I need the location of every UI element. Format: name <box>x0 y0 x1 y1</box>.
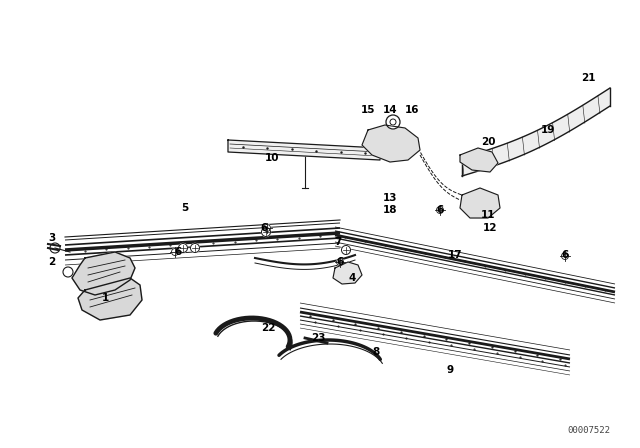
Text: 19: 19 <box>541 125 555 135</box>
Circle shape <box>337 258 344 266</box>
Circle shape <box>342 246 351 254</box>
Polygon shape <box>460 148 498 172</box>
Text: 00007522: 00007522 <box>567 426 610 435</box>
Circle shape <box>390 119 396 125</box>
Text: 12: 12 <box>483 223 497 233</box>
Polygon shape <box>460 188 500 218</box>
Text: 6: 6 <box>436 205 444 215</box>
Text: 14: 14 <box>383 105 397 115</box>
Circle shape <box>63 267 73 277</box>
Circle shape <box>262 228 271 237</box>
Polygon shape <box>72 252 135 295</box>
Text: 17: 17 <box>448 250 462 260</box>
Text: 10: 10 <box>265 153 279 163</box>
Polygon shape <box>362 125 420 162</box>
Circle shape <box>561 253 568 259</box>
Text: 6: 6 <box>174 247 182 257</box>
Circle shape <box>436 207 444 214</box>
Text: 4: 4 <box>348 273 356 283</box>
Text: 21: 21 <box>580 73 595 83</box>
Text: 9: 9 <box>447 365 454 375</box>
Text: 3: 3 <box>49 233 56 243</box>
Circle shape <box>191 244 200 253</box>
Text: 20: 20 <box>481 137 495 147</box>
Circle shape <box>50 243 60 253</box>
Text: 15: 15 <box>361 105 375 115</box>
Circle shape <box>172 249 179 255</box>
Text: 13: 13 <box>383 193 397 203</box>
Text: 6: 6 <box>260 223 268 233</box>
Text: 6: 6 <box>561 250 568 260</box>
Text: 23: 23 <box>311 333 325 343</box>
Circle shape <box>179 244 188 253</box>
Text: 7: 7 <box>334 237 342 247</box>
Text: 1: 1 <box>101 293 109 303</box>
Polygon shape <box>78 278 142 320</box>
Text: 6: 6 <box>337 257 344 267</box>
Polygon shape <box>462 88 610 176</box>
Circle shape <box>264 224 271 232</box>
Text: 16: 16 <box>404 105 419 115</box>
Text: 11: 11 <box>481 210 495 220</box>
Text: 5: 5 <box>181 203 189 213</box>
Text: 2: 2 <box>49 257 56 267</box>
Text: 18: 18 <box>383 205 397 215</box>
Circle shape <box>386 115 400 129</box>
Text: 8: 8 <box>372 347 380 357</box>
Polygon shape <box>228 140 380 160</box>
Polygon shape <box>333 262 362 284</box>
Text: 22: 22 <box>260 323 275 333</box>
